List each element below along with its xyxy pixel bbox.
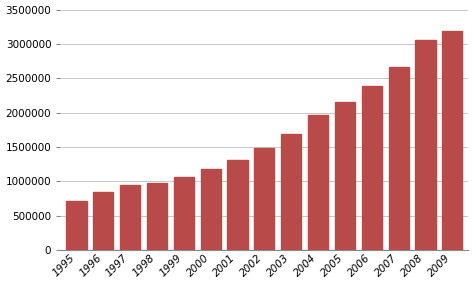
Bar [201,169,221,250]
Bar [93,192,113,250]
Bar [335,102,355,250]
Bar [415,40,436,250]
Bar [442,31,463,250]
Bar [308,115,328,250]
Bar [174,177,194,250]
Bar [255,148,274,250]
Bar [228,160,247,250]
Bar [362,86,382,250]
Bar [120,185,140,250]
Bar [147,183,167,250]
Bar [389,67,409,250]
Bar [281,134,301,250]
Bar [66,201,87,250]
